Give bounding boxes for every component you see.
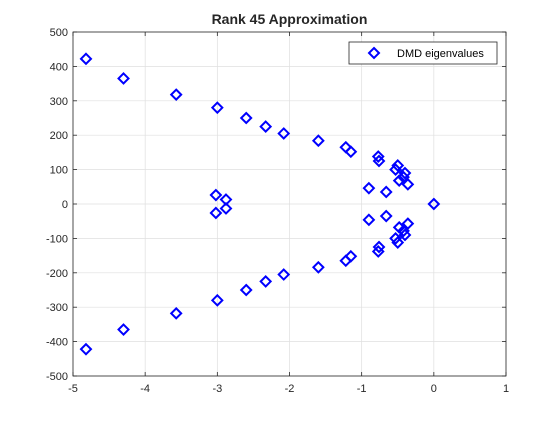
data-point-diamond <box>210 101 224 115</box>
y-tick-label: -100 <box>46 233 68 245</box>
data-point-diamond <box>344 145 358 159</box>
data-point-diamond <box>372 240 386 254</box>
data-point-diamond <box>239 111 253 125</box>
data-point-diamond <box>379 209 393 223</box>
axes <box>72 31 507 377</box>
data-point-diamond <box>311 260 325 274</box>
data-point-diamond <box>392 174 406 188</box>
data-point-diamond <box>427 197 441 211</box>
y-tick-label: -500 <box>46 371 68 383</box>
y-tick-label: 0 <box>62 199 68 211</box>
data-point-diamond <box>389 231 402 245</box>
data-point-diamond <box>372 154 386 168</box>
data-point-diamond <box>398 166 412 180</box>
data-point-diamond <box>79 52 93 66</box>
x-tick-label: -1 <box>357 383 367 395</box>
x-tick-label: -5 <box>68 383 78 395</box>
y-tick-label: 200 <box>50 130 68 142</box>
data-point-diamond <box>389 163 402 177</box>
y-tick-label: 300 <box>50 96 68 108</box>
chart-title: Rank 45 Approximation <box>212 11 368 27</box>
data-point-diamond <box>344 249 358 263</box>
data-point-diamond <box>219 202 233 215</box>
tick-labels: -5 -4 -3 -2 -1 0 1 -500 -400 -300 -200 -100 0 100 200 3… <box>46 27 509 395</box>
data-point-diamond <box>379 185 393 199</box>
data-point-diamond <box>277 127 291 140</box>
data-point-diamond <box>239 283 253 297</box>
data-point-diamond <box>371 150 385 163</box>
data-point-diamond <box>210 293 224 307</box>
data-point-diamond <box>401 217 415 231</box>
x-tick-label: -3 <box>212 383 222 395</box>
y-tick-label: 100 <box>50 165 68 177</box>
legend-entry-label: DMD eigenvalues <box>397 48 484 60</box>
x-tick-label: -2 <box>285 383 295 395</box>
x-tick-label: 1 <box>503 383 509 395</box>
x-tick-label: -4 <box>140 383 150 395</box>
y-tick-label: -200 <box>46 268 68 280</box>
x-tick-label: 0 <box>431 383 437 395</box>
data-point-diamond <box>397 224 410 238</box>
y-tick-label: -400 <box>46 337 68 349</box>
data-point-diamond <box>362 213 376 227</box>
data-point-diamond <box>391 159 405 172</box>
legend-box <box>348 41 498 65</box>
data-point-diamond <box>259 120 273 134</box>
data-points <box>79 52 441 356</box>
y-tick-label: 400 <box>50 61 68 73</box>
data-point-diamond <box>311 134 325 148</box>
legend-diamond-marker <box>367 46 381 60</box>
data-point-diamond <box>169 306 183 320</box>
data-point-diamond <box>117 72 130 85</box>
data-point-diamond <box>79 342 93 356</box>
data-point-diamond <box>209 188 223 202</box>
legend: DMD eigenvalues <box>348 41 498 65</box>
y-tick-label: -300 <box>46 302 68 314</box>
data-point-diamond <box>169 88 183 102</box>
data-point-diamond <box>362 181 376 195</box>
y-tick-label: 500 <box>50 27 68 39</box>
data-point-diamond <box>259 274 273 288</box>
data-point-diamond <box>117 323 130 336</box>
data-point-diamond <box>277 268 291 281</box>
data-point-diamond <box>209 206 223 220</box>
data-point-diamond <box>392 220 406 234</box>
data-point-diamond <box>401 177 415 191</box>
